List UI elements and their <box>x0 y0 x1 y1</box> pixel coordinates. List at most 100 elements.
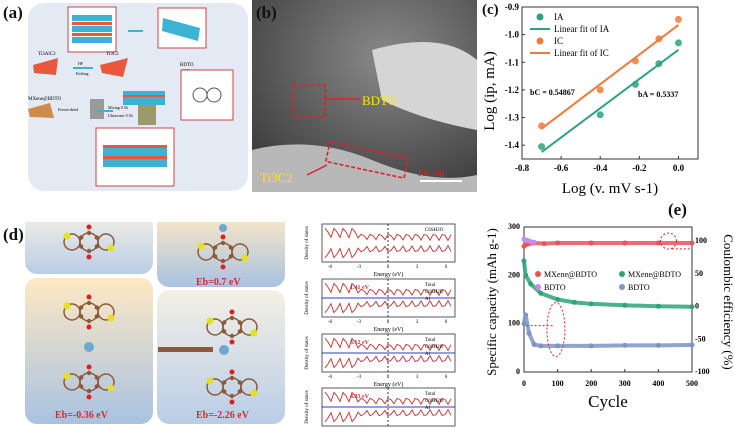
dos-tick-label: 0 <box>387 265 390 270</box>
carbon-atom <box>86 318 92 324</box>
y-tick-label: 100 <box>508 319 520 328</box>
dos-tick-label: 3 <box>416 375 419 380</box>
al-atom <box>219 345 229 355</box>
data-point <box>655 303 661 309</box>
al-atom <box>219 224 227 232</box>
y-tick-label: -1.1 <box>505 57 520 67</box>
data-point <box>571 299 577 305</box>
dos-tick-label: -3 <box>357 265 362 270</box>
carbon-atom <box>79 305 84 310</box>
y-tick-label: 0 <box>516 367 520 376</box>
molecule-models <box>63 224 258 405</box>
oxygen-atom <box>86 294 92 300</box>
data-point-IA <box>655 60 663 68</box>
data-point <box>655 240 661 246</box>
carbon-atom <box>229 375 235 381</box>
sulfur-atom <box>206 377 214 385</box>
dos-curve-down <box>324 354 452 369</box>
dos-y-label: Density of states <box>305 226 310 259</box>
data-point <box>655 342 661 348</box>
carbon-atom <box>94 235 99 240</box>
x-tick-label: -0.6 <box>554 163 569 173</box>
annotation-ba: bA = 0.5337 <box>638 90 678 99</box>
carbon-atom <box>237 320 242 325</box>
carbon-atom <box>86 248 92 254</box>
carbon-atom <box>237 380 242 385</box>
data-point-IC <box>631 57 639 65</box>
data-point <box>523 272 529 278</box>
data-point <box>622 342 628 348</box>
dos-y-label: Density of states <box>305 390 310 423</box>
legend-label: Linear fit of IC <box>554 48 609 58</box>
oxygen-atom <box>229 309 235 315</box>
band-gap-label: 4.33 eV <box>350 394 370 400</box>
panel-c: -0.8 -0.6 -0.4 -0.2 0.0 -0.9 -1.0 -1.1 -1.2 -1.3 -… <box>480 0 735 200</box>
legend-marker <box>536 37 544 45</box>
oxygen-atom <box>86 394 92 400</box>
label-etching: Etching <box>76 71 88 76</box>
data-point-IA <box>538 143 546 151</box>
legend-marker <box>536 13 544 21</box>
carbon-atom <box>222 389 227 394</box>
binding-structures: Eb=0.7 eV Eb=-0.36 eV Eb=-2.26 eV <box>25 222 285 424</box>
label-ultrasonic: Ultrasonic 0.5h <box>108 113 133 118</box>
carbon-atom <box>94 244 99 249</box>
legend-label: BDTO <box>544 283 566 292</box>
dos-curve-down <box>324 244 452 259</box>
band-gap-label: 1.41 eV <box>350 285 370 291</box>
legend-label: MXene@BDTO <box>544 270 597 279</box>
y-tick-label: -1.3 <box>505 113 520 123</box>
oxygen-atom <box>220 234 226 240</box>
data-point <box>521 321 527 327</box>
data-point-IA <box>596 111 604 119</box>
data-point <box>524 241 530 247</box>
dos-legend-label: Al <box>425 297 431 302</box>
panel-label-e: (e) <box>668 200 687 219</box>
data-point <box>531 341 537 347</box>
carbon-atom <box>79 375 84 380</box>
carbon-atom <box>79 384 84 389</box>
label-hf: HF <box>78 61 84 66</box>
y2-tick-label: -50 <box>695 334 706 343</box>
sulfur-atom <box>250 389 258 397</box>
ring <box>63 373 81 391</box>
data-point <box>689 304 695 310</box>
ring <box>206 378 224 396</box>
x-axis-label: Cycle <box>588 392 628 411</box>
dos-legend-label: C6SH2O <box>425 228 444 233</box>
sulfur-atom <box>63 302 71 310</box>
panel-d: Eb=0.7 eV Eb=-0.36 eV Eb=-2.26 eV (d) De… <box>0 222 480 428</box>
data-point <box>689 342 695 348</box>
dos-legend-label: C6SH2O <box>425 290 444 295</box>
dos-legend-label: Al <box>425 352 431 357</box>
y-tick-label: -1.0 <box>505 30 520 40</box>
panel-label-d: (d) <box>3 225 24 244</box>
annotation-bc: bC = 0.54867 <box>530 88 575 97</box>
panel-e: 0 100 200 300 400 500 0 100 200 300 -100 -50 0 50 100 C… <box>480 220 735 428</box>
dos-curve-down <box>324 299 452 314</box>
y-axis-label: Log (ip, mA) <box>482 51 498 131</box>
sulfur-atom <box>107 244 115 252</box>
highlight-circle <box>659 232 677 250</box>
data-point <box>555 343 561 349</box>
label-mixing: Mixing 0.5h <box>108 105 128 110</box>
carbon-atom <box>94 384 99 389</box>
dos-x-label: Energy (eV) <box>374 381 404 388</box>
data-point <box>588 301 594 307</box>
x-tick-label: 0.0 <box>673 163 685 173</box>
carbon-atom <box>220 258 226 264</box>
data-point-IC <box>655 35 663 43</box>
binding-energy-3: Eb=-2.26 eV <box>196 410 250 421</box>
sulfur-atom <box>206 317 214 325</box>
oxygen-atom <box>229 339 235 345</box>
data-point <box>531 239 537 245</box>
oxygen-atom <box>229 399 235 405</box>
dos-legend-label: Total <box>425 392 436 397</box>
y-tick-label: -1.4 <box>505 140 520 150</box>
data-point-IC <box>674 15 682 23</box>
dos-tick-label: 6 <box>445 320 448 325</box>
carbon-atom <box>94 305 99 310</box>
data-point <box>689 240 695 246</box>
dos-tick-label: 3 <box>416 320 419 325</box>
tem-image: BDTO Ti3C2 100 nm <box>252 0 477 192</box>
